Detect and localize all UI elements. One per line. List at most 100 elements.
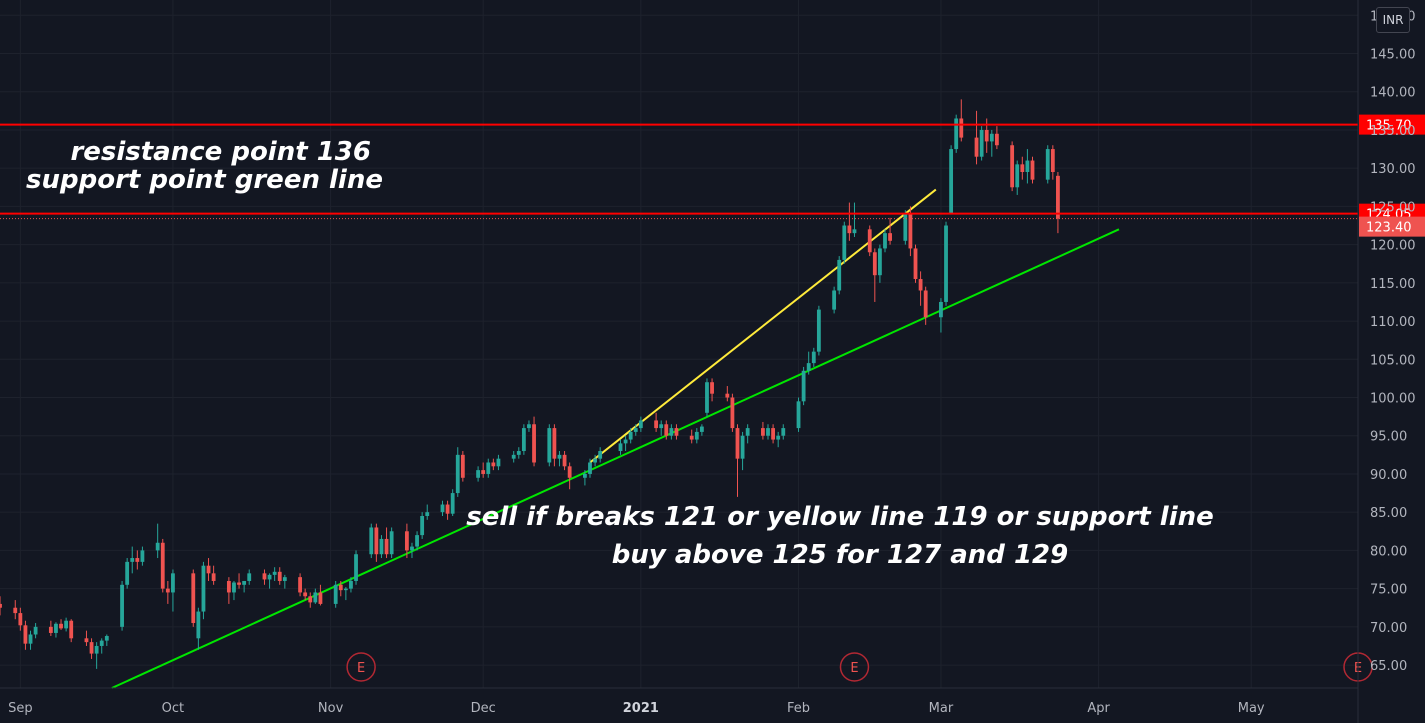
candle-body [633,428,638,432]
candle [404,523,409,559]
candle [460,451,465,482]
last-price-label: 123.40 [1366,221,1412,236]
candle [669,424,674,440]
candle [588,458,592,478]
candle [440,500,445,516]
candle-body [557,454,562,459]
candle [567,462,572,490]
candle [54,622,58,638]
candle [425,504,430,520]
candle-body [389,531,394,555]
candle [923,286,928,325]
candle-body [552,428,557,459]
candle-body [730,397,735,429]
candle-body [282,577,287,581]
candle-body [99,640,104,646]
candle [496,454,501,471]
candle-body [776,435,781,440]
earnings-marker[interactable]: E [839,652,870,682]
candle [628,428,633,444]
candle-body [918,279,923,291]
candle [23,620,28,650]
candle [171,569,175,612]
candle-body [567,466,572,478]
candle [618,439,623,455]
candle [913,244,918,283]
time-tick-label: Mar [929,701,954,716]
earnings-marker-circle [346,652,376,682]
candle-body [420,516,425,536]
candle [903,210,908,245]
candle-body [888,233,892,241]
candle [623,435,628,452]
candle [420,512,425,539]
candle [883,229,887,253]
candle-body [939,301,943,318]
candle-body [1010,145,1015,188]
candle [562,451,567,471]
candle [445,500,450,520]
candle [318,584,323,606]
candle-body [369,527,374,555]
candle [389,527,394,559]
currency-badge[interactable]: INR [1376,7,1410,33]
candle [64,617,69,632]
candle-body [379,538,384,555]
candle-body [160,542,165,589]
candle [84,630,89,646]
candle-body [247,573,252,581]
candle [486,458,491,478]
candle-body [374,527,379,555]
candle-body [801,370,806,402]
candle-body [618,443,623,452]
candle [949,145,954,215]
candle [247,569,252,585]
earnings-marker[interactable]: E [346,652,376,682]
resistance-support-note: resistance point 136 support point green… [26,138,383,194]
candle [1020,156,1025,180]
trend-line-green[interactable] [111,228,1120,689]
trend-line-yellow[interactable] [589,188,937,464]
candle-body [460,454,465,478]
candle [740,431,745,471]
candle [527,420,531,432]
candle [226,577,231,604]
candle [491,458,496,471]
candle [140,546,145,566]
candle [694,428,699,444]
candle [664,420,669,440]
candle-body [674,428,679,436]
price-axis[interactable]: 65.00 70.00 75.00 80.00 85.00 90.00 95.00 100.0… [1357,0,1416,723]
time-tick-label: Nov [318,701,344,716]
candle-body [455,454,460,494]
time-axis[interactable]: Sep Oct Nov Dec 2021 Feb Mar Apr May [0,687,1358,716]
candle-body [664,424,669,436]
candle [689,429,694,444]
candle [374,523,379,562]
candle [1056,172,1060,234]
candle-body [877,248,882,276]
candle [94,642,99,669]
annotation-line-3: sell if breaks 121 or yellow line 119 or… [466,502,1214,532]
candle-body [1025,160,1030,172]
candle [842,221,847,264]
time-tick-label: May [1238,701,1265,716]
candle [888,217,892,245]
candle-body [237,582,241,585]
candle-body [628,431,633,440]
candle [939,298,943,333]
candlesticks [0,99,1060,669]
candle-body [13,607,18,614]
candle [710,378,714,402]
candle-body [28,634,33,644]
candle-body [476,470,481,478]
candle [13,600,18,620]
candle-body [191,573,196,624]
candle-body [267,574,272,580]
candle-body [532,424,536,463]
trend-lines[interactable] [111,188,1120,689]
trade-plan-note: sell if breaks 121 or yellow line 119 or… [440,498,1240,574]
candle [1030,156,1035,184]
